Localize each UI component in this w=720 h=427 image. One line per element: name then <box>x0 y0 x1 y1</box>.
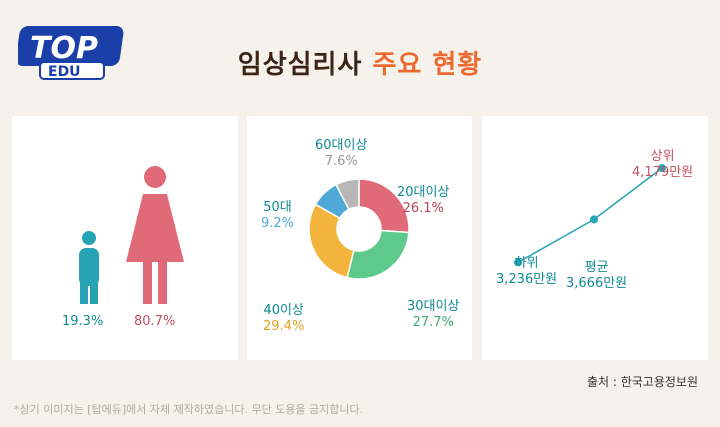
age-label-30: 30대이상 27.7% <box>407 299 459 331</box>
age-20-category: 20대이상 <box>397 185 450 200</box>
age-40-value: 29.4% <box>263 319 305 334</box>
donut-slice-2 <box>308 203 355 279</box>
salary-high-value: 4,179만원 <box>632 165 694 180</box>
salary-low-label: 하위 3,236만원 <box>496 256 557 288</box>
salary-low-value: 3,236만원 <box>496 272 558 287</box>
age-panel: 60대이상 7.6% 20대이상 26.1% 50대 9.2% 40이상 29.… <box>247 116 472 360</box>
age-30-category: 30대이상 <box>407 299 460 314</box>
male-value-label: 19.3% <box>62 314 104 329</box>
donut-slice-1 <box>346 229 410 280</box>
salary-point-1 <box>590 215 598 224</box>
age-label-40: 40이상 29.4% <box>263 303 304 335</box>
copyright-note: *상기 이미지는 [탑에듀]에서 자체 제작하였습니다. 무단 도용을 금지합니… <box>14 403 364 416</box>
age-60-value: 7.6% <box>324 154 358 169</box>
gender-pictogram <box>79 166 184 304</box>
title-part2: 주요 현황 <box>372 50 483 80</box>
salary-avg-label: 평균 3,666만원 <box>566 260 627 292</box>
salary-avg-category: 평균 <box>584 260 609 275</box>
salary-panel: 하위 3,236만원 평균 3,666만원 상위 4,179만원 <box>482 116 708 360</box>
salary-line-chart <box>514 164 666 267</box>
salary-avg-value: 3,666만원 <box>566 276 628 291</box>
salary-point-0 <box>514 258 522 267</box>
age-50-category: 50대 <box>263 200 292 215</box>
age-label-50: 50대 9.2% <box>261 200 294 232</box>
page-title: 임상심리사 주요 현황 <box>0 44 720 81</box>
age-label-20: 20대이상 26.1% <box>397 185 449 217</box>
female-value-label: 80.7% <box>134 314 176 329</box>
salary-low-category: 하위 <box>514 256 539 271</box>
age-50-value: 9.2% <box>261 216 295 231</box>
source-text: 출처 : 한국고용정보원 <box>586 375 698 389</box>
age-label-60: 60대이상 7.6% <box>315 138 367 170</box>
donut-slice-4 <box>335 178 360 211</box>
age-40-category: 40이상 <box>263 303 304 318</box>
salary-line <box>517 167 663 264</box>
gender-panel: 19.3% 80.7% <box>12 116 238 360</box>
age-20-value: 26.1% <box>402 201 444 216</box>
logo-main-text: TOP <box>30 31 98 66</box>
age-60-category: 60대이상 <box>315 138 368 153</box>
salary-high-category: 상위 <box>650 149 675 164</box>
male-figure-icon <box>79 231 99 304</box>
age-donut-chart <box>308 178 410 280</box>
salary-point-2 <box>658 164 666 173</box>
top-edu-logo: TOP EDU <box>18 26 124 80</box>
age-30-value: 27.7% <box>412 315 454 330</box>
salary-high-label: 상위 4,179만원 <box>632 149 693 181</box>
title-part1: 임상심리사 <box>237 50 363 80</box>
female-figure-icon <box>126 166 184 304</box>
logo-sub-text: EDU <box>48 64 81 80</box>
